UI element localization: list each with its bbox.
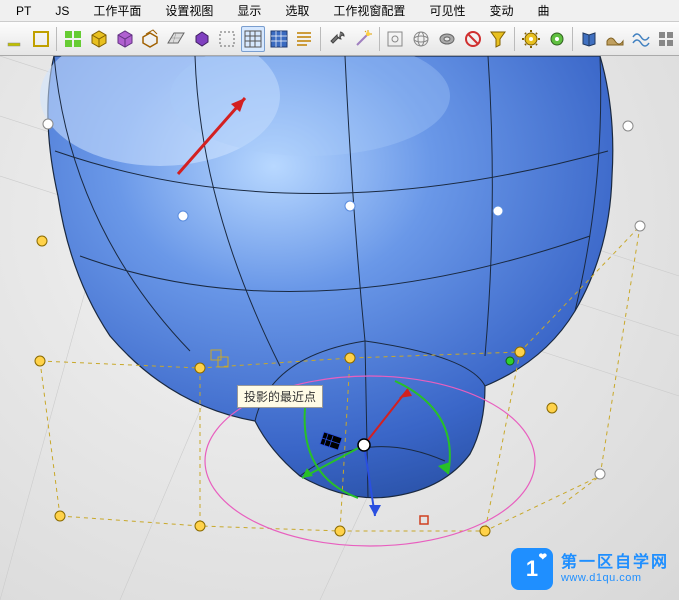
tool-box-purple-icon[interactable] [113, 26, 137, 52]
tool-magic-wand-icon[interactable] [351, 26, 375, 52]
snap-handle [420, 516, 428, 524]
snap-tooltip: 投影的最近点 [237, 385, 323, 408]
toolbar-separator [514, 27, 515, 51]
tool-gear-yellow-icon[interactable] [519, 26, 543, 52]
tool-dashed-frame-icon[interactable] [216, 26, 240, 52]
menu-setview[interactable]: 设置视图 [153, 0, 225, 21]
viewport-3d[interactable]: 投影的最近点 1 第一区自学网 www.d1qu.com [0, 56, 679, 600]
toolbar-separator [379, 27, 380, 51]
tool-globe-wire-icon[interactable] [409, 26, 433, 52]
model-canvas [0, 56, 679, 600]
tool-grid-icon[interactable] [241, 26, 265, 52]
toolbar-separator [56, 27, 57, 51]
tool-gear-green-icon[interactable] [545, 26, 569, 52]
menu-display[interactable]: 显示 [225, 0, 273, 21]
tool-pattern-icon[interactable] [654, 26, 678, 52]
watermark-url: www.d1qu.com [561, 572, 669, 585]
tool-cube-purple-icon[interactable] [190, 26, 214, 52]
tool-wrench-icon[interactable] [325, 26, 349, 52]
tool-grid-blue-icon[interactable] [267, 26, 291, 52]
watermark-title: 第一区自学网 [561, 553, 669, 572]
watermark-badge: 1 [511, 548, 553, 590]
watermark: 1 第一区自学网 www.d1qu.com [511, 548, 669, 590]
menu-js[interactable]: JS [43, 2, 81, 20]
gizmo-origin [358, 439, 370, 451]
menu-pt[interactable]: PT [4, 2, 43, 20]
tool-torus-icon[interactable] [435, 26, 459, 52]
tool-window-grid-icon[interactable] [61, 26, 85, 52]
toolbar-separator [320, 27, 321, 51]
menu-visibility[interactable]: 可见性 [417, 0, 477, 21]
tool-box-open-icon[interactable] [138, 26, 162, 52]
tool-wave-icon[interactable] [629, 26, 653, 52]
menu-workplane[interactable]: 工作平面 [81, 0, 153, 21]
toolbar [0, 22, 679, 56]
tool-plane-grid-icon[interactable] [164, 26, 188, 52]
tool-maximize-icon[interactable] [29, 26, 53, 52]
tool-book-blue-icon[interactable] [577, 26, 601, 52]
tool-target-square-icon[interactable] [384, 26, 408, 52]
menu-select[interactable]: 选取 [273, 0, 321, 21]
tool-list-lines-icon[interactable] [293, 26, 317, 52]
tool-prohibit-icon[interactable] [461, 26, 485, 52]
menu-viewport-config[interactable]: 工作视窗配置 [321, 0, 417, 21]
tool-sheet-icon[interactable] [603, 26, 627, 52]
tool-minimize-icon[interactable] [3, 26, 27, 52]
menu-curve[interactable]: 曲 [525, 0, 561, 21]
tool-funnel-icon[interactable] [486, 26, 510, 52]
tool-box-yellow-icon[interactable] [87, 26, 111, 52]
toolbar-separator [572, 27, 573, 51]
menu-transform[interactable]: 变动 [477, 0, 525, 21]
menu-bar: PT JS 工作平面 设置视图 显示 选取 工作视窗配置 可见性 变动 曲 [0, 0, 679, 22]
